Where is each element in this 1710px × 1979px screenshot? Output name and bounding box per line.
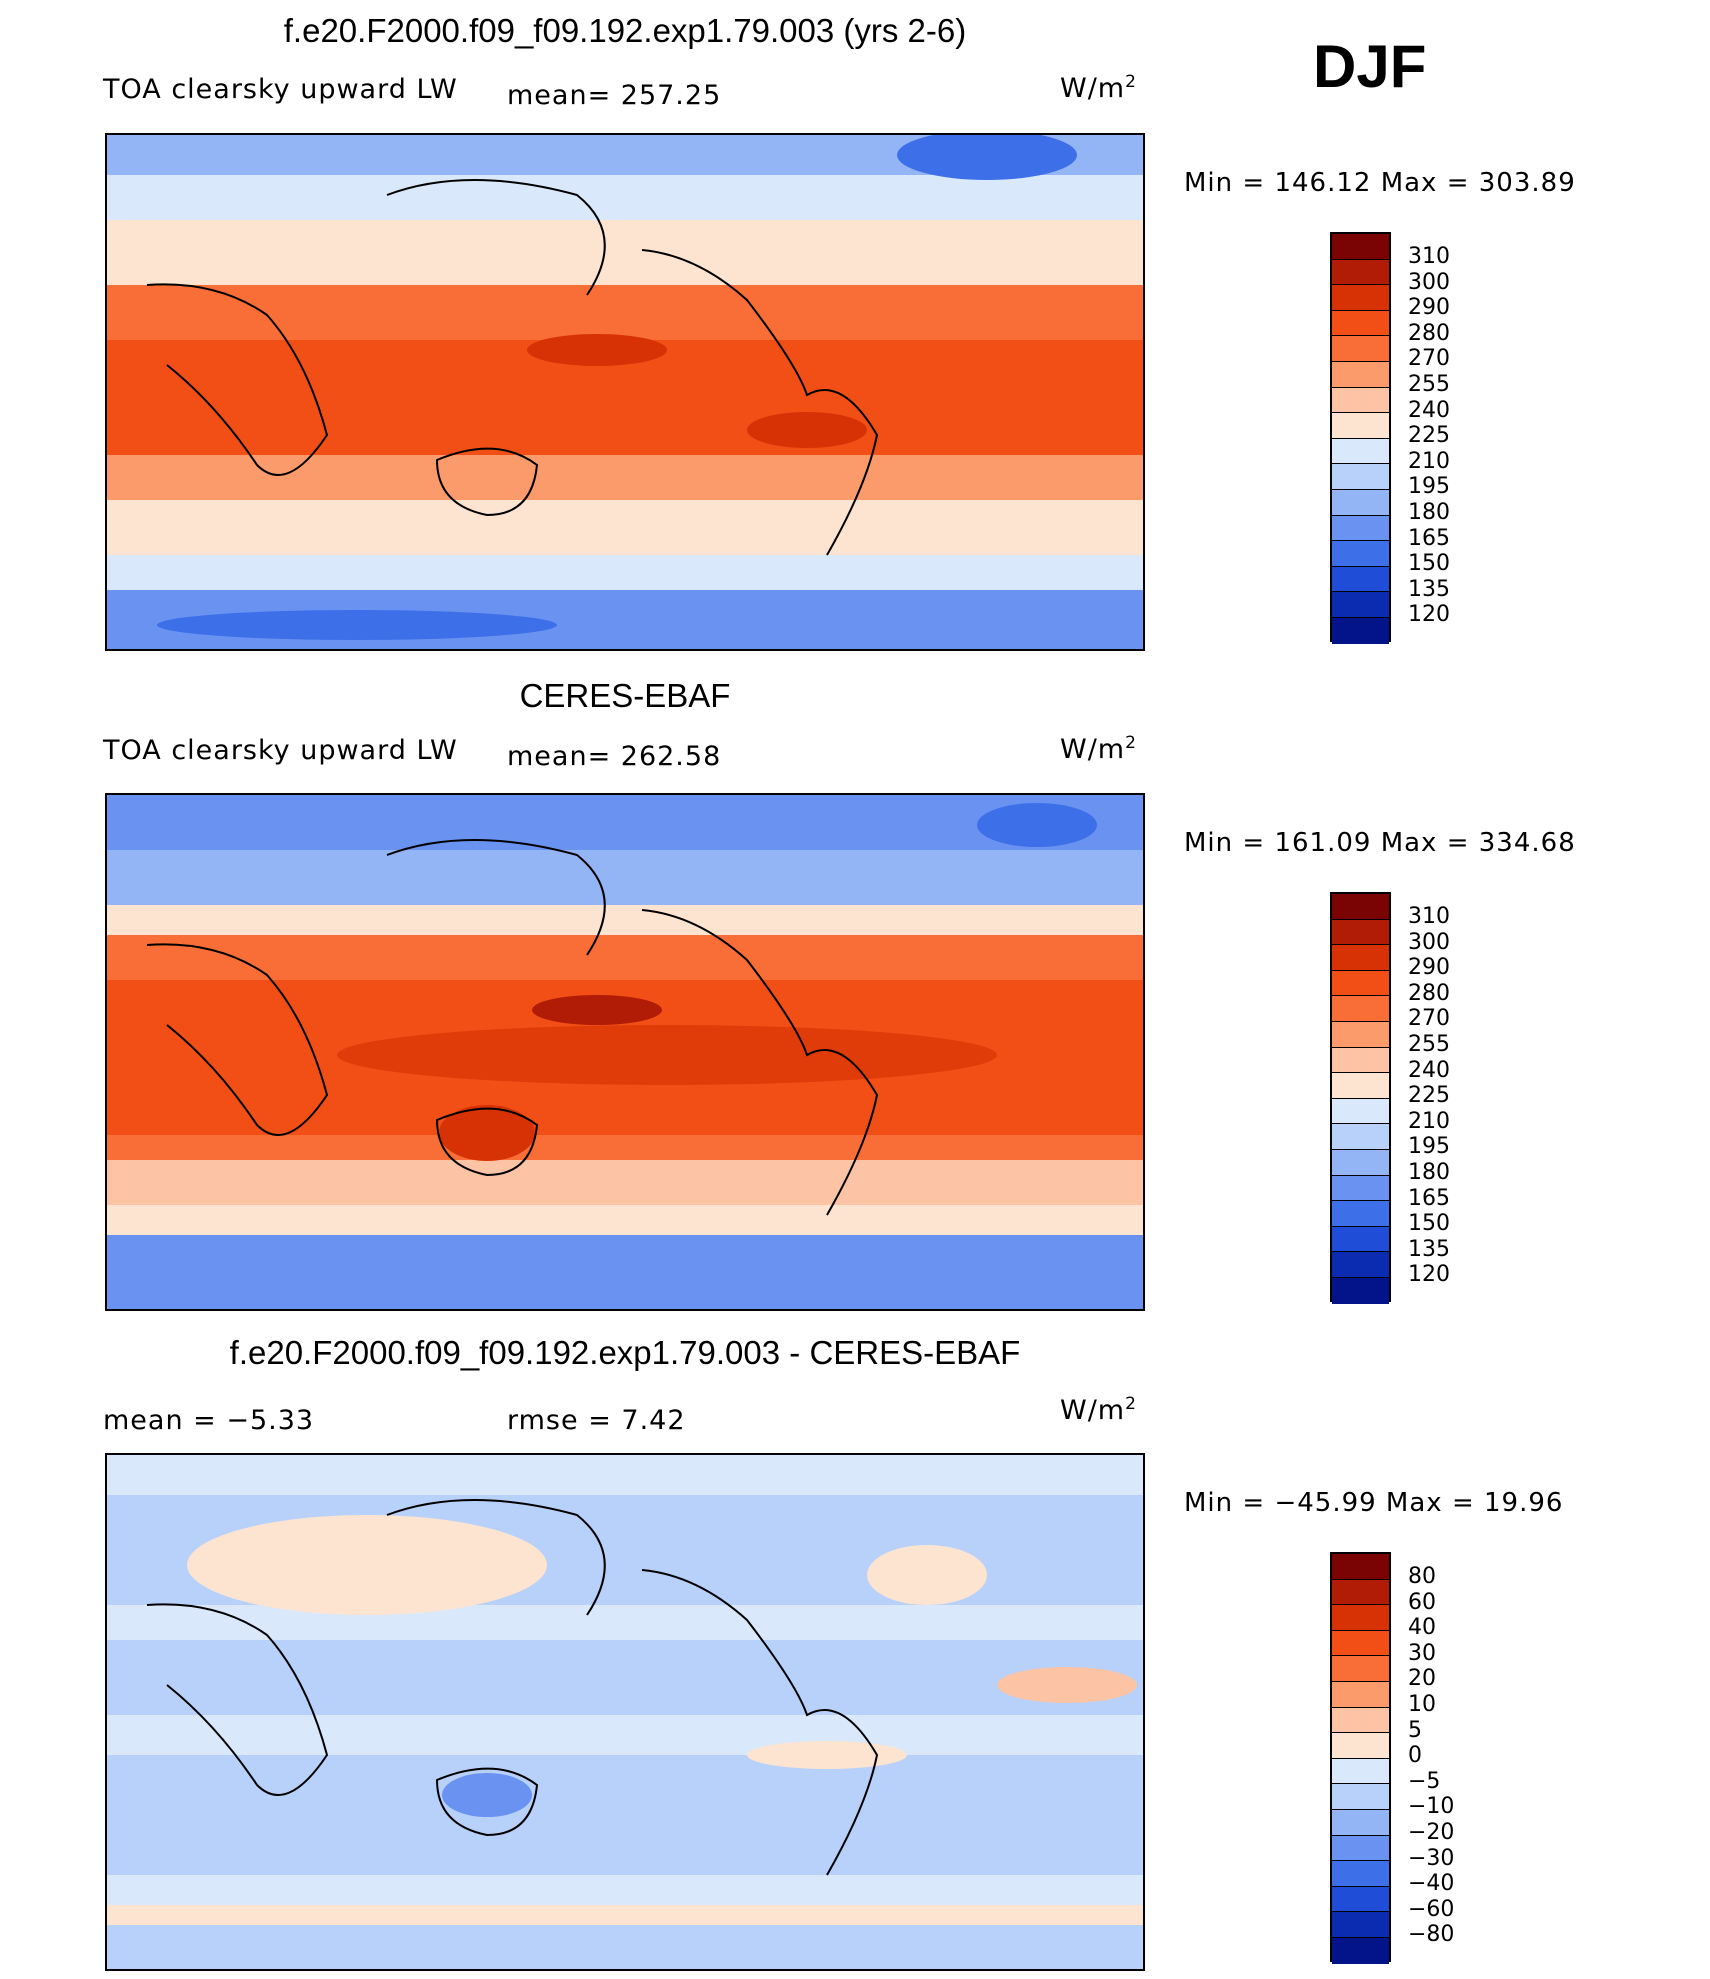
colorbar-tick: 180 [1408,500,1450,525]
panel2-units: W/m2 [1060,733,1137,765]
panel3-mean: mean = −5.33 [103,1405,315,1436]
colorbar-tick: 195 [1408,1134,1450,1160]
colorbar-tick: 270 [1408,1006,1450,1032]
panel2-colorbar [1330,892,1391,1304]
colorbar-tick: −80 [1408,1922,1455,1948]
colorbar-tick: 280 [1408,320,1450,346]
colorbar-tick: −10 [1408,1794,1455,1820]
colorbar-tick: 120 [1408,602,1450,628]
colorbar-tick: 135 [1408,576,1450,602]
panel1-mean: mean= 257.25 [507,80,722,111]
panel2-minmax: Min = 161.09 Max = 334.68 [1184,828,1576,858]
colorbar-tick: 310 [1408,244,1450,269]
colorbar-tick: 300 [1408,929,1450,955]
colorbar-tick: 60 [1408,1589,1436,1615]
colorbar-tick: 255 [1408,1032,1450,1057]
colorbar-tick: 0 [1408,1743,1422,1769]
colorbar-tick: 210 [1408,1108,1450,1134]
colorbar-tick: 270 [1408,346,1450,372]
panel2-variable: TOA clearsky upward LW [103,735,458,766]
colorbar-tick: −40 [1408,1871,1455,1897]
colorbar-tick: 180 [1408,1160,1450,1185]
colorbar-tick: 290 [1408,295,1450,321]
panel1-colorbar [1330,232,1391,644]
panel2-map [105,793,1145,1311]
colorbar-tick: 225 [1408,423,1450,449]
panel1-title: f.e20.F2000.f09_f09.192.exp1.79.003 (yrs… [283,12,967,49]
colorbar-tick: 240 [1408,397,1450,423]
panel3-minmax: Min = −45.99 Max = 19.96 [1184,1488,1564,1518]
panel3-map [105,1453,1145,1971]
colorbar-tick: 195 [1408,474,1450,500]
colorbar-tick: −20 [1408,1820,1455,1845]
panel3-units: W/m2 [1060,1394,1137,1426]
panel2-title: CERES-EBAF [519,677,731,714]
colorbar-tick: 310 [1408,904,1450,929]
colorbar-tick: 20 [1408,1666,1436,1692]
panel1-map [105,133,1145,651]
colorbar-tick: 165 [1408,1185,1450,1211]
colorbar-tick: 165 [1408,525,1450,551]
colorbar-tick: 150 [1408,1211,1450,1237]
colorbar-tick: 150 [1408,551,1450,577]
panel3-colorbar [1330,1552,1391,1964]
colorbar-tick: 10 [1408,1692,1436,1717]
colorbar-tick: −5 [1408,1768,1441,1794]
colorbar-tick: 120 [1408,1262,1450,1288]
colorbar-tick: 80 [1408,1564,1436,1589]
colorbar-tick: 290 [1408,955,1450,981]
colorbar-tick: 30 [1408,1640,1436,1666]
panel1-minmax: Min = 146.12 Max = 303.89 [1184,168,1576,198]
colorbar-tick: 280 [1408,980,1450,1006]
colorbar-tick: 225 [1408,1083,1450,1109]
colorbar-tick: 5 [1408,1717,1422,1743]
season-label: DJF [1313,33,1427,100]
colorbar-tick: −60 [1408,1896,1455,1922]
panel3-rmse: rmse = 7.42 [507,1405,686,1436]
colorbar-tick: 40 [1408,1615,1436,1641]
colorbar-tick: −30 [1408,1845,1455,1871]
panel1-units: W/m2 [1060,72,1137,104]
colorbar-tick: 135 [1408,1236,1450,1262]
colorbar-tick: 300 [1408,269,1450,295]
panel3-title: f.e20.F2000.f09_f09.192.exp1.79.003 - CE… [229,1334,1021,1371]
colorbar-tick: 210 [1408,448,1450,474]
panel1-variable: TOA clearsky upward LW [103,74,458,105]
colorbar-tick: 255 [1408,372,1450,397]
colorbar-tick: 240 [1408,1057,1450,1083]
panel2-mean: mean= 262.58 [507,741,722,772]
